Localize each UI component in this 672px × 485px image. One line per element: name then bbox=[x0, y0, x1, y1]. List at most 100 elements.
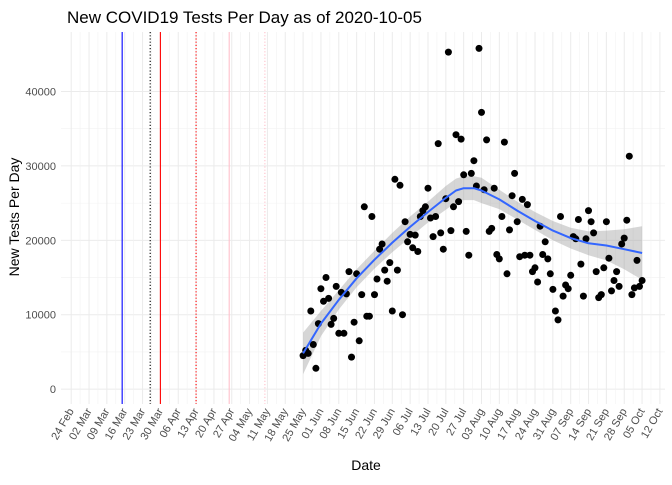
data-point bbox=[322, 274, 330, 281]
data-point bbox=[526, 251, 534, 259]
data-point bbox=[434, 140, 442, 148]
data-point bbox=[600, 264, 608, 272]
data-point bbox=[633, 256, 641, 264]
data-point bbox=[465, 251, 473, 259]
data-point bbox=[396, 181, 404, 189]
data-point bbox=[615, 282, 623, 290]
data-point bbox=[399, 311, 406, 319]
data-point bbox=[620, 234, 628, 242]
data-point bbox=[460, 171, 468, 179]
grid-layer bbox=[61, 32, 665, 404]
data-point bbox=[455, 198, 463, 206]
data-point bbox=[546, 270, 554, 278]
data-point bbox=[597, 291, 605, 299]
data-point bbox=[404, 238, 412, 246]
data-point bbox=[401, 218, 409, 226]
data-point bbox=[567, 271, 575, 279]
data-point bbox=[579, 292, 587, 300]
data-point bbox=[317, 285, 325, 293]
data-point bbox=[608, 287, 615, 295]
data-point bbox=[327, 320, 335, 328]
data-points bbox=[299, 44, 646, 372]
y-tick-label: 0 bbox=[50, 384, 56, 396]
data-point bbox=[605, 254, 613, 262]
data-point bbox=[613, 268, 621, 276]
data-point bbox=[373, 275, 381, 283]
data-point bbox=[383, 277, 391, 285]
confidence-band bbox=[303, 176, 643, 375]
data-point bbox=[309, 341, 317, 348]
data-point bbox=[636, 282, 643, 290]
data-point bbox=[391, 175, 399, 183]
data-point bbox=[381, 266, 389, 274]
confidence-band-layer bbox=[303, 176, 643, 375]
data-point bbox=[335, 329, 343, 337]
data-point bbox=[638, 277, 646, 284]
data-point bbox=[585, 207, 592, 215]
data-point bbox=[587, 218, 595, 226]
data-point bbox=[511, 169, 519, 177]
data-point bbox=[304, 349, 312, 357]
data-point bbox=[414, 248, 422, 255]
data-point bbox=[475, 44, 483, 52]
data-point bbox=[549, 285, 557, 293]
data-point bbox=[355, 337, 363, 345]
data-point bbox=[521, 251, 529, 259]
data-point bbox=[592, 268, 600, 276]
data-point bbox=[544, 255, 552, 263]
data-point bbox=[406, 230, 414, 238]
data-point bbox=[411, 231, 419, 239]
data-point bbox=[378, 240, 386, 248]
data-point bbox=[623, 216, 631, 224]
data-point bbox=[386, 259, 394, 267]
reference-lines bbox=[121, 32, 266, 404]
y-axis-ticks: 0 10000 20000 30000 40000 bbox=[25, 87, 56, 397]
data-point bbox=[467, 169, 475, 177]
data-point bbox=[557, 213, 564, 220]
y-tick-label: 20000 bbox=[25, 235, 56, 247]
data-point bbox=[495, 255, 503, 263]
data-point bbox=[365, 312, 373, 320]
data-point bbox=[350, 318, 358, 326]
data-point bbox=[345, 268, 353, 276]
data-point bbox=[462, 227, 470, 235]
data-point bbox=[610, 277, 618, 284]
data-point bbox=[444, 48, 452, 56]
data-point bbox=[332, 282, 340, 290]
data-point bbox=[424, 184, 432, 192]
data-point bbox=[513, 218, 521, 226]
data-point bbox=[574, 216, 582, 223]
data-point bbox=[602, 218, 610, 226]
data-point bbox=[409, 244, 417, 252]
data-point bbox=[470, 157, 478, 165]
data-point bbox=[531, 264, 539, 272]
data-point bbox=[628, 291, 636, 299]
data-point bbox=[577, 260, 585, 268]
y-tick-label: 10000 bbox=[25, 310, 56, 322]
data-point bbox=[447, 227, 455, 235]
data-point bbox=[368, 213, 376, 220]
data-point bbox=[312, 364, 320, 372]
data-point bbox=[437, 229, 445, 237]
data-point bbox=[457, 135, 465, 143]
data-point bbox=[564, 285, 572, 293]
data-point bbox=[500, 138, 508, 146]
data-point bbox=[376, 245, 384, 253]
data-point bbox=[439, 245, 447, 253]
data-point bbox=[307, 307, 315, 315]
data-point bbox=[450, 203, 457, 211]
data-point bbox=[534, 278, 542, 286]
data-point bbox=[325, 294, 333, 302]
data-point bbox=[358, 291, 366, 299]
chart-title: New COVID19 Tests Per Day as of 2020-10-… bbox=[67, 8, 422, 27]
data-point bbox=[551, 307, 559, 315]
data-point bbox=[523, 201, 531, 209]
data-point bbox=[625, 152, 633, 160]
data-point bbox=[371, 291, 378, 299]
data-point bbox=[432, 213, 440, 220]
data-point bbox=[488, 224, 496, 232]
data-point bbox=[590, 229, 598, 237]
